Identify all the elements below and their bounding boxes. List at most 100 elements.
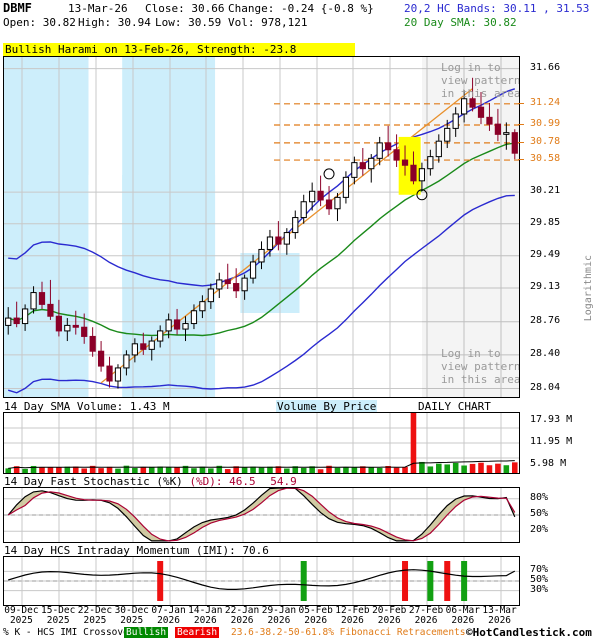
date-tick-year: 2026 [230,615,254,626]
fibonacci-tick-label: 30.58 [530,153,561,165]
date-tick-day: 14-Jan [188,605,223,616]
stochastic-lines-svg [4,488,519,542]
date-tick-year: 2026 [157,615,180,626]
volume-chart-panel[interactable] [3,412,520,474]
date-tick-day: 20-Feb [372,605,407,616]
volume-tick-label: 17.93 M [530,414,573,425]
volume-bars-svg [4,413,519,473]
imi-line-svg [4,557,519,605]
date-tick-year: 2026 [267,615,291,626]
quote-open: Open: 30.82 [3,16,76,29]
sma-readout: 20 Day SMA: 30.82 [404,16,517,29]
date-tick-year: 2025 [83,615,107,626]
date-tick-year: 2025 [120,615,144,626]
date-tick-day: 13-Mar [482,605,517,616]
date-tick-year: 2025 [9,615,33,626]
date-tick: 13-Mar 2026 [478,606,522,626]
quote-header: DBMF 13-Mar-26 Close: 30.66 Change: -0.2… [0,0,600,30]
bullish-badge: Bullish [124,627,169,638]
price-tick-label: 28.04 [530,381,561,393]
date-tick-day: 05-Feb [298,605,333,616]
fibonacci-tick-label: 31.24 [530,96,561,108]
price-axis: 31.66 30.21 29.85 29.49 29.13 28.76 28.40 28.04… [518,56,600,398]
price-tick-label: 28.40 [530,347,561,359]
date-tick-day: 12-Feb [335,605,370,616]
stochastic-d-label: (%D): 46.5 [189,475,256,488]
date-tick-year: 2026 [451,615,475,626]
date-tick-day: 22-Jan [224,605,260,616]
imi-chart-panel[interactable] [3,556,520,606]
date-tick-day: 07-Jan [151,605,186,616]
date-tick: 09-Dec 2025 [0,606,43,626]
stochastic-tick-label: 20% [530,524,549,535]
quote-change: Change: -0.24 {-0.8 %} [228,2,374,15]
quote-volume: Vol: 978,121 [228,16,308,29]
quote-low: Low: 30.59 [155,16,222,29]
stochastic-panel-title: 14 Day Fast Stochastic (%K) (%D): 46.5 5… [4,475,297,488]
date-tick: 22-Dec 2025 [73,606,117,626]
date-tick-year: 2026 [304,615,328,626]
fibonacci-tick-dash [518,123,524,125]
date-tick: 06-Mar 2026 [441,606,485,626]
price-chart-panel[interactable]: Log in to view patterns in this area Log… [3,56,520,398]
stochastic-d-value: 54.9 [270,475,297,488]
date-tick: 15-Dec 2025 [36,606,80,626]
date-tick-day: 15-Dec [41,605,76,616]
date-tick-year: 2026 [377,615,401,626]
price-candlestick-svg [4,57,519,397]
volume-tick-label: 11.95 M [530,436,573,447]
volume-by-price-title[interactable]: Volume By Price [276,400,378,413]
stochastic-k-label: 14 Day Fast Stochastic (%K) [4,475,183,488]
quote-high: High: 30.94 [78,16,151,29]
brand-watermark: ©HotCandlestick.com [466,626,592,639]
date-tick-year: 2026 [414,615,438,626]
date-tick-day: 09-Dec [4,605,39,616]
hc-bands-readout: 20,2 HC Bands: 30.11 , 31.53 [404,2,590,15]
crossover-legend-label: % K - HCS IMI Crossover, [3,627,141,638]
quote-date: 13-Mar-26 [68,2,128,15]
bearish-badge: Bearish [175,627,220,638]
date-tick: 27-Feb 2026 [404,606,448,626]
fibonacci-tick-dash [518,102,524,104]
date-tick-year: 2026 [193,615,217,626]
date-tick: 07-Jan 2026 [147,606,191,626]
imi-tick-label: 50% [530,574,549,585]
price-tick-label: 29.13 [530,281,561,293]
date-tick-day: 06-Mar [445,605,480,616]
date-axis: 09-Dec 2025 15-Dec 2025 22-Dec 2025 30-Dec 2025… [0,606,600,628]
fibonacci-legend: 23.6-38.2-50-61.8% Fibonacci Retracement… [231,627,466,638]
volume-tick-label: 5.98 M [530,458,567,469]
ticker-symbol: DBMF [3,1,32,15]
fibonacci-tick-dash [518,159,524,161]
imi-tick-label: 70% [530,564,549,575]
price-tick-label: 29.49 [530,248,561,260]
volume-panel-title: 14 Day SMA Volume: 1.43 M [4,400,170,413]
date-tick-day: 22-Dec [77,605,113,616]
price-tick-label: 29.85 [530,216,561,228]
stochastic-tick-label: 50% [530,508,549,519]
legend-footer: % K - HCS IMI Crossover, Bullish Bearish… [0,626,600,640]
date-tick: 29-Jan 2026 [257,606,301,626]
date-tick-year: 2025 [46,615,70,626]
date-tick-year: 2026 [488,615,512,626]
price-tick-label: 28.76 [530,314,561,326]
scale-type-label: Logarithmic [583,255,594,322]
volume-axis: 17.93 M 11.95 M 5.98 M [524,412,600,474]
price-tick-label: 31.66 [530,61,561,73]
pattern-banner[interactable]: Bullish Harami on 13-Feb-26, Strength: -… [3,43,355,56]
date-tick: 05-Feb 2026 [294,606,338,626]
date-tick-year: 2026 [341,615,364,626]
date-tick: 30-Dec 2025 [110,606,154,626]
fibonacci-tick-label: 30.78 [530,135,561,147]
stochastic-axis: 80% 50% 20% [524,487,600,543]
date-tick-day: 30-Dec [114,605,149,616]
stochastic-chart-panel[interactable] [3,487,520,543]
chart-interval-label[interactable]: DAILY CHART [418,400,491,413]
stochastic-tick-label: 80% [530,492,549,503]
date-tick: 12-Feb 2026 [330,606,374,626]
imi-tick-label: 30% [530,584,549,595]
date-tick: 20-Feb 2026 [367,606,411,626]
date-tick: 22-Jan 2026 [220,606,264,626]
quote-close: Close: 30.66 [145,2,225,15]
